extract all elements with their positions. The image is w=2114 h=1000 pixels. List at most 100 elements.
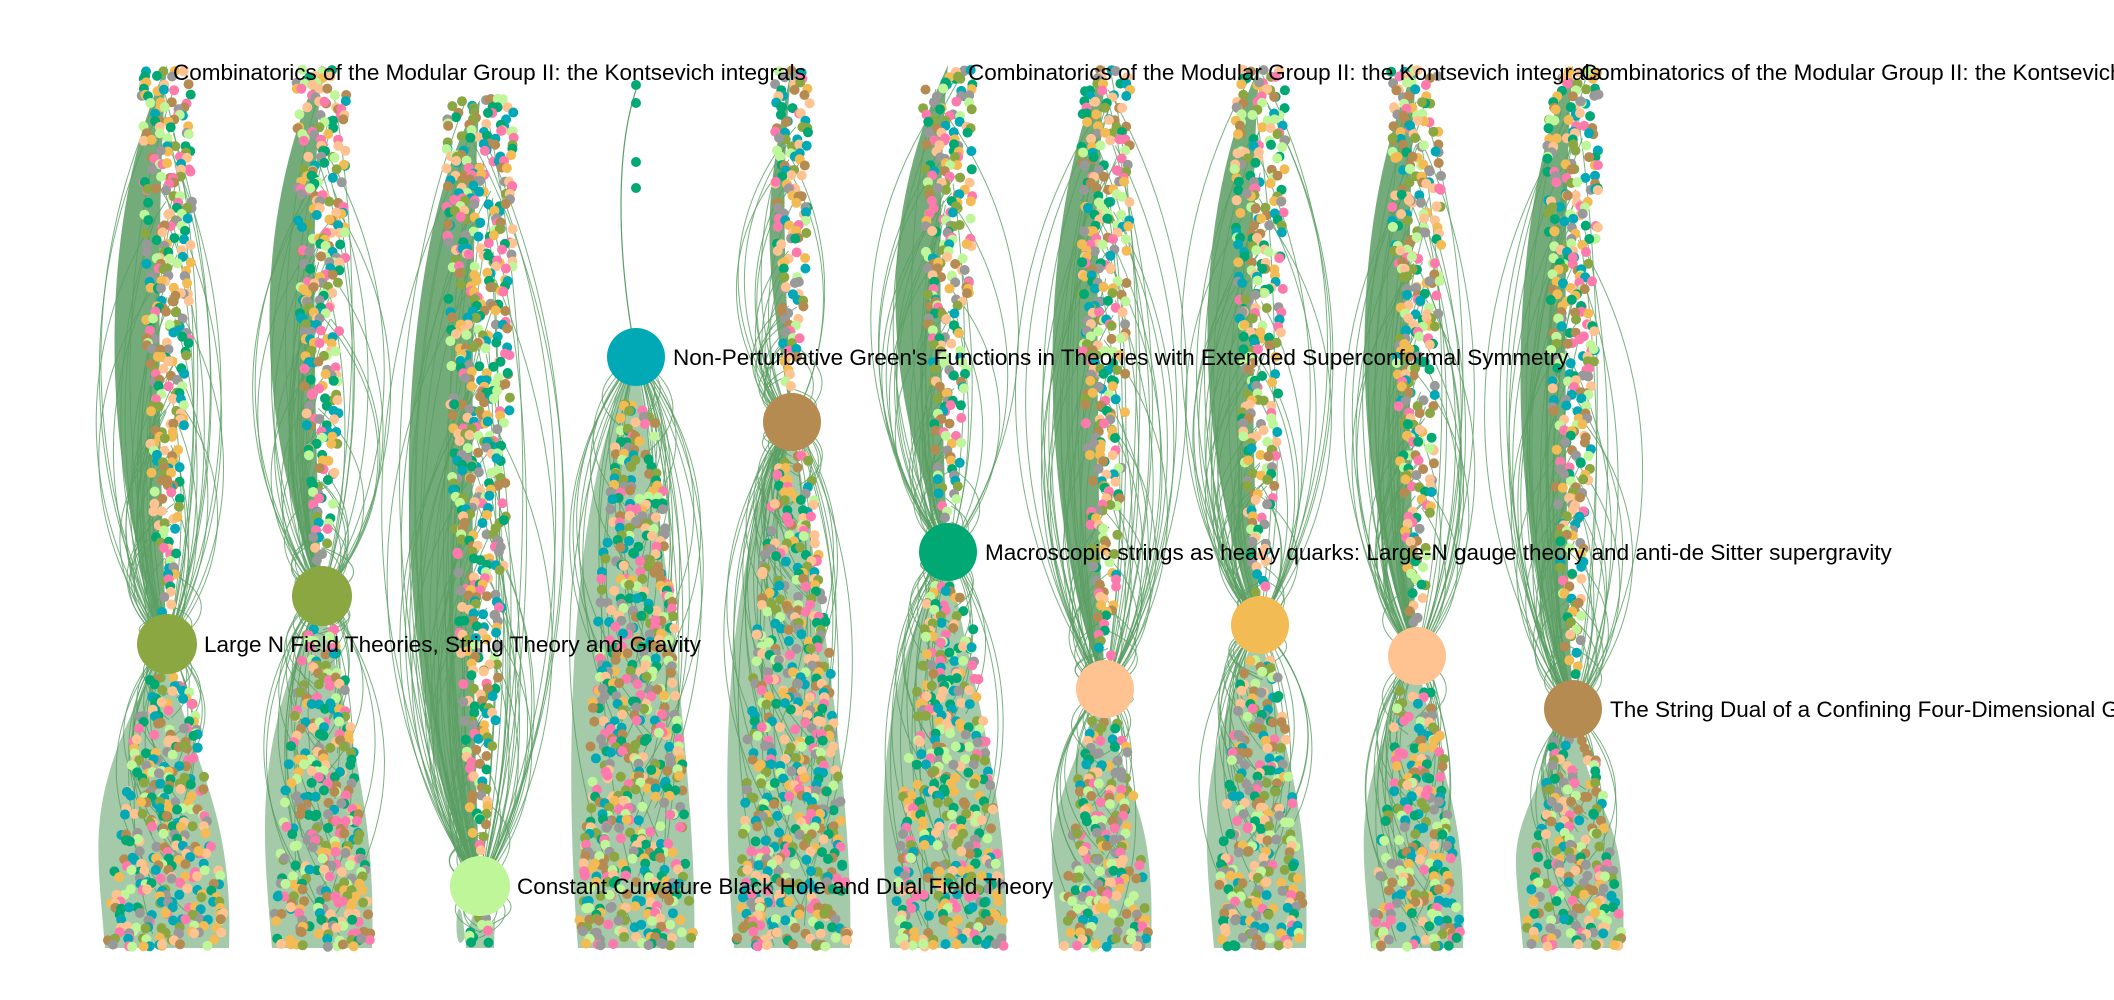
paper-node <box>464 404 475 415</box>
paper-node <box>779 734 790 745</box>
edge-arc <box>479 279 556 887</box>
paper-node <box>174 761 185 772</box>
paper-node <box>487 707 498 718</box>
edge-arc <box>166 295 225 645</box>
paper-node <box>650 653 661 664</box>
paper-node <box>774 132 785 143</box>
paper-node <box>169 233 180 244</box>
paper-node <box>183 338 194 349</box>
paper-node <box>630 516 641 527</box>
paper-node <box>471 621 482 632</box>
paper-node <box>1110 433 1120 443</box>
paper-node <box>504 392 515 403</box>
paper-node <box>1124 197 1135 208</box>
paper-node <box>497 498 508 509</box>
edge-arc <box>1381 421 1423 657</box>
paper-node <box>650 791 661 802</box>
paper-node <box>328 115 338 126</box>
paper-node <box>657 939 668 949</box>
paper-node <box>622 889 632 900</box>
paper-node <box>1095 797 1106 808</box>
paper-node <box>976 815 987 825</box>
paper-node <box>479 145 490 156</box>
paper-node <box>458 679 469 690</box>
paper-node <box>175 877 186 888</box>
paper-node <box>657 709 667 720</box>
paper-node <box>779 487 790 498</box>
paper-node <box>339 685 350 696</box>
paper-node <box>740 797 751 808</box>
paper-node <box>801 207 811 218</box>
paper-node <box>1121 245 1132 256</box>
paper-node <box>468 342 479 352</box>
paper-node <box>951 939 962 950</box>
paper-node <box>149 679 160 690</box>
paper-node <box>837 859 848 870</box>
paper-node <box>962 288 972 299</box>
edge-arc <box>753 421 815 771</box>
paper-node <box>151 235 162 246</box>
paper-node <box>466 937 477 948</box>
paper-node <box>443 293 454 304</box>
paper-node <box>463 590 474 601</box>
paper-node <box>1121 908 1132 919</box>
paper-node <box>771 927 782 938</box>
paper-node <box>302 102 313 113</box>
paper-node <box>459 715 470 726</box>
paper-node <box>665 809 676 820</box>
paper-node <box>645 826 656 837</box>
paper-node <box>139 865 150 876</box>
paper-node <box>782 805 793 816</box>
paper-node <box>1114 917 1125 928</box>
edge-arc <box>1079 368 1106 690</box>
paper-node <box>796 450 807 461</box>
paper-node <box>215 914 226 925</box>
paper-node <box>1098 282 1109 293</box>
paper-node <box>646 691 657 702</box>
paper-node <box>787 103 798 114</box>
paper-node <box>625 665 636 676</box>
paper-node <box>155 873 166 884</box>
paper-node <box>353 834 363 845</box>
paper-node <box>649 641 660 652</box>
paper-node <box>271 916 282 927</box>
edge-arc <box>1408 365 1470 657</box>
paper-node <box>798 301 809 312</box>
paper-node <box>320 649 331 660</box>
paper-node <box>474 758 485 769</box>
paper-node <box>163 344 174 355</box>
paper-node <box>967 902 978 913</box>
paper-node <box>495 356 506 367</box>
paper-node <box>172 804 182 815</box>
edge-arc <box>1059 688 1113 889</box>
paper-node <box>1121 278 1132 288</box>
paper-node <box>460 734 471 745</box>
paper-node <box>585 882 596 893</box>
paper-node <box>650 783 661 794</box>
paper-node <box>305 183 316 194</box>
paper-node <box>313 356 324 367</box>
paper-node <box>816 716 827 727</box>
paper-node <box>508 107 519 118</box>
paper-node <box>794 333 805 344</box>
edge-arc <box>1259 624 1292 891</box>
paper-node <box>449 194 460 205</box>
paper-node <box>675 915 686 925</box>
paper-node <box>492 659 503 670</box>
paper-node <box>935 637 946 648</box>
paper-node <box>193 846 204 856</box>
paper-node <box>792 462 803 473</box>
paper-node <box>162 133 173 144</box>
paper-node <box>808 500 819 510</box>
paper-node <box>174 462 185 473</box>
paper-node <box>340 96 351 107</box>
paper-node <box>322 538 333 549</box>
paper-node <box>352 815 362 826</box>
paper-node <box>144 325 155 336</box>
paper-node <box>986 823 996 834</box>
paper-node <box>331 815 342 826</box>
paper-node <box>586 803 597 814</box>
paper-node <box>491 337 502 348</box>
paper-node <box>178 723 189 734</box>
paper-node <box>507 224 518 235</box>
